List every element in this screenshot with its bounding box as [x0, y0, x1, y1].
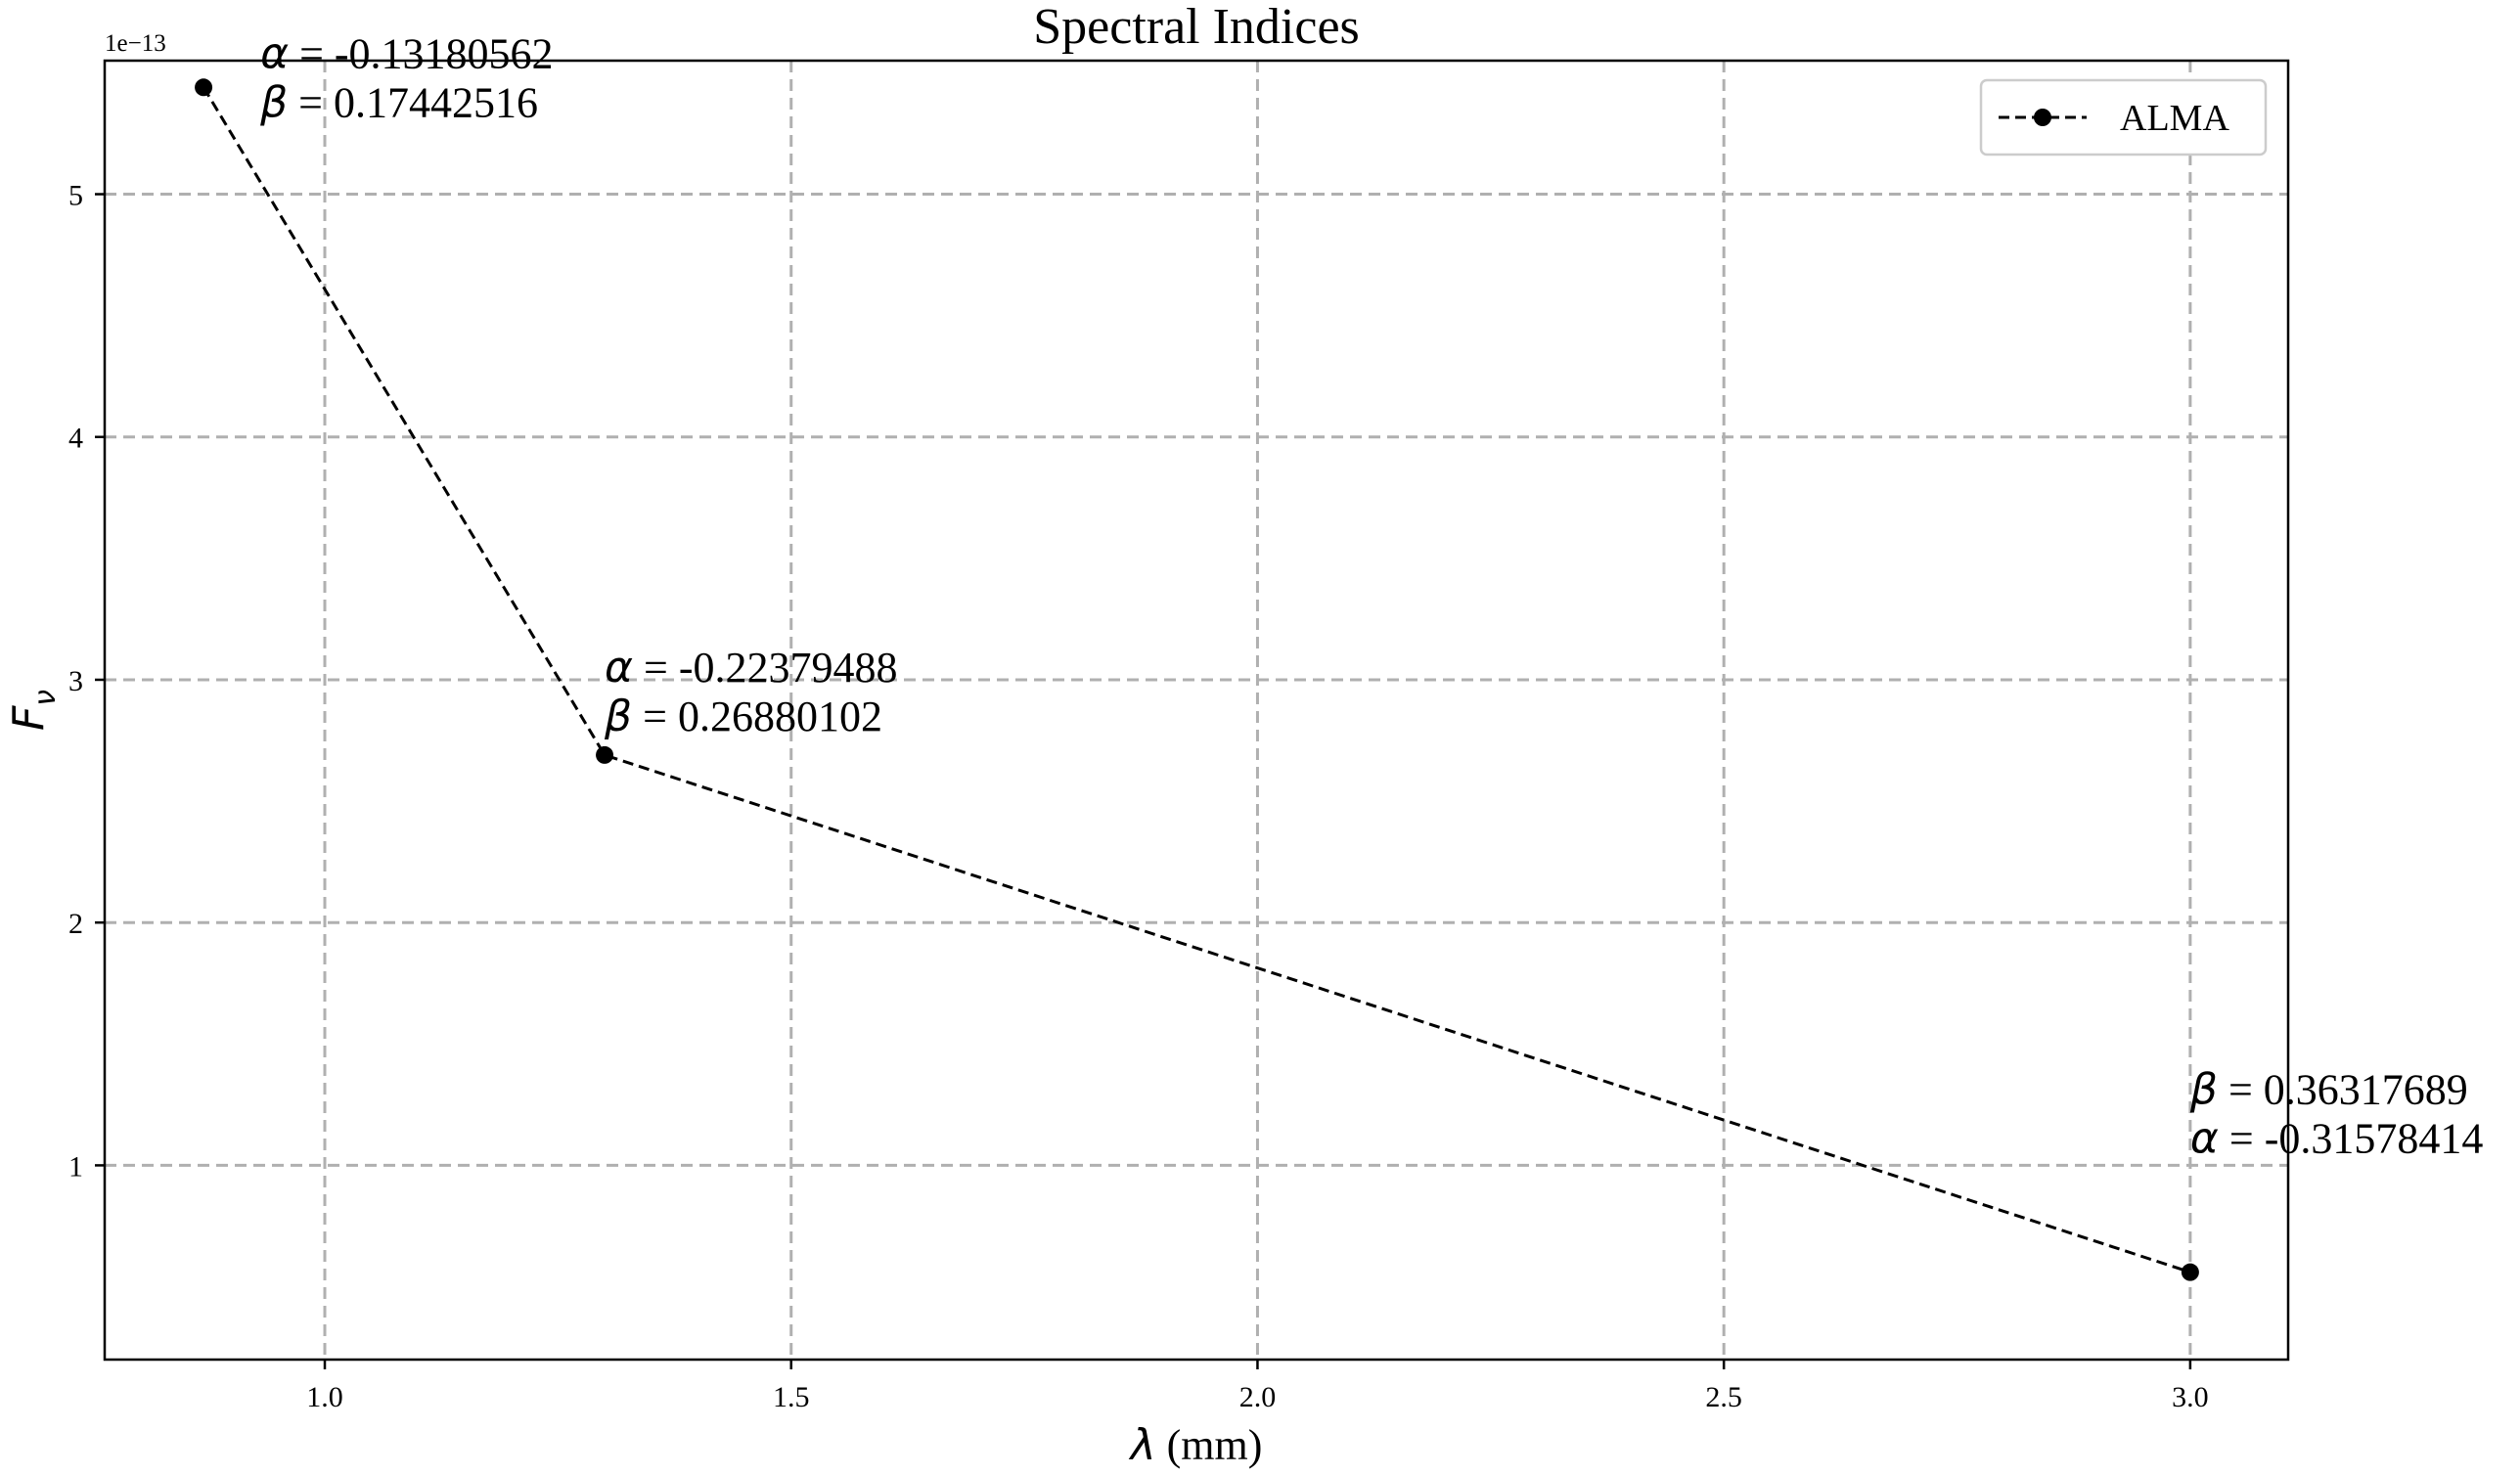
annotation-symbol: β — [259, 77, 288, 127]
data-series — [195, 78, 2199, 1281]
annotation-text: β = 0.17442516 — [259, 77, 538, 127]
axis-ticks: 1.0 1.5 2.0 2.5 3.0 1 2 3 4 5 — [68, 180, 2209, 1413]
annotation-text: β = 0.26880102 — [604, 692, 882, 741]
annotation-symbol: α — [605, 643, 633, 693]
grid — [105, 61, 2288, 1360]
legend-label-alma: ALMA — [2120, 98, 2229, 139]
annotation-symbol: β — [604, 692, 632, 741]
annotation-text: α = -0.31578414 — [2190, 1114, 2483, 1164]
annotation-value: = -0.13180562 — [289, 29, 553, 77]
y-tick-label: 5 — [68, 180, 83, 212]
annotation-text: α = -0.13180562 — [260, 28, 553, 78]
legend-marker — [2034, 109, 2051, 126]
x-tick-label: 3.0 — [2172, 1381, 2209, 1413]
series-line-alma — [202, 86, 2191, 1274]
x-axis-label: λ (mm) — [1129, 1420, 1263, 1470]
legend: ALMA — [1979, 78, 2268, 156]
x-tick-label: 2.0 — [1239, 1381, 1277, 1413]
y-axis-subscript: ν — [28, 690, 63, 706]
y-axis-label: Fν — [4, 690, 63, 731]
annotation-value: = -0.22379488 — [633, 644, 897, 692]
annotation-value: = 0.26880102 — [632, 693, 882, 740]
y-tick-label: 3 — [68, 665, 83, 697]
x-tick-label: 1.5 — [773, 1381, 810, 1413]
plot-area-frame — [103, 59, 2290, 1362]
data-point — [2181, 1263, 2199, 1281]
y-tick-label: 2 — [68, 908, 83, 940]
legend-box — [1979, 78, 2268, 156]
annotation-value: = 0.36317689 — [2218, 1066, 2468, 1114]
data-point — [596, 745, 614, 764]
x-tick-label: 1.0 — [306, 1381, 343, 1413]
x-tick-label: 2.5 — [1705, 1381, 1742, 1413]
y-axis-symbol: F — [4, 705, 54, 731]
annotation-text: α = -0.22379488 — [605, 643, 897, 693]
chart-title: Spectral Indices — [1033, 0, 1360, 55]
annotation-symbol: α — [260, 28, 289, 78]
y-tick-label: 1 — [68, 1150, 83, 1183]
y-axis-offset-label: 1e−13 — [105, 30, 166, 57]
x-axis-symbol: λ — [1129, 1420, 1156, 1470]
annotation-text: β = 0.36317689 — [2189, 1065, 2468, 1115]
y-tick-label: 4 — [68, 423, 83, 455]
x-axis-unit: (mm) — [1156, 1421, 1263, 1469]
annotation-value: = 0.17442516 — [288, 78, 538, 126]
annotation-symbol: α — [2190, 1114, 2219, 1164]
annotation-value: = -0.31578414 — [2219, 1115, 2483, 1163]
data-point — [195, 78, 213, 97]
annotation-symbol: β — [2189, 1065, 2218, 1115]
